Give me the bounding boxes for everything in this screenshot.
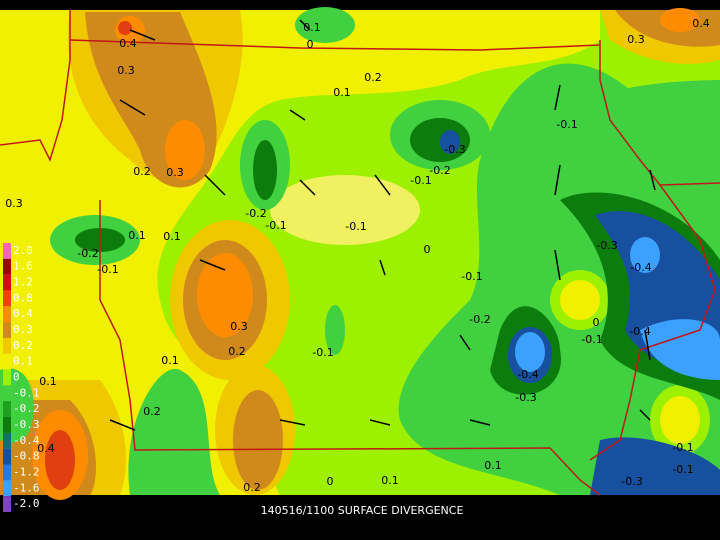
contour-label: 0.3 (166, 166, 184, 179)
contour-label: -0.1 (410, 174, 431, 187)
contour-label: -0.3 (515, 391, 536, 404)
colorbar-swatch (3, 401, 11, 418)
contour-label: 0.2 (228, 345, 246, 358)
colorbar-swatch (3, 243, 11, 259)
colorbar-label: -0.2 (13, 402, 40, 415)
contour-label: 0.2 (243, 481, 261, 494)
colorbar-swatch (3, 337, 11, 354)
colorbar-label: 0.2 (13, 339, 33, 352)
contour-label: -0.2 (429, 164, 450, 177)
contour-label: -0.1 (672, 463, 693, 476)
contour-label: -0.4 (629, 325, 650, 338)
contour-label: -0.3 (621, 475, 642, 488)
colorbar-label: 1.2 (13, 276, 33, 289)
contour-label: 0.1 (163, 230, 181, 243)
contour-label: -0.4 (517, 368, 538, 381)
contour-label: 0.1 (333, 86, 351, 99)
contour-label: 0 (593, 316, 600, 329)
colorbar-label: 2.0 (13, 244, 33, 257)
contour-label: -0.1 (97, 263, 118, 276)
colorbar-label: 0 (13, 371, 20, 384)
colorbar-swatch (3, 306, 11, 323)
contour-label: 0.3 (5, 197, 23, 210)
colorbar-swatch (3, 496, 11, 512)
contour-label: -0.2 (469, 313, 490, 326)
contour-label: -0.1 (672, 441, 693, 454)
colorbar-swatch (3, 290, 11, 307)
map-field (0, 7, 720, 500)
contour-label: 0.4 (692, 17, 710, 30)
contour-label: 0 (307, 38, 314, 51)
colorbar-swatch (3, 432, 11, 449)
contour-label: 0.2 (364, 71, 382, 84)
colorbar-label: 0.4 (13, 307, 33, 320)
contour-label: 0.3 (117, 64, 135, 77)
colorbar-swatch (3, 369, 11, 386)
contour-label: 0.4 (37, 442, 55, 455)
state-borders (0, 10, 720, 496)
contour-label: 0 (424, 243, 431, 256)
colorbar-label: -0.4 (13, 434, 40, 447)
colorbar-swatch (3, 385, 11, 402)
colorbar-label: -0.8 (13, 450, 40, 463)
colorbar-swatch (3, 322, 11, 338)
contour-label: -0.3 (444, 143, 465, 156)
colorbar-label: -0.3 (13, 418, 40, 431)
colorbar-label: -1.6 (13, 481, 40, 494)
contour-label: 0.4 (119, 37, 137, 50)
colorbar-swatch (3, 353, 11, 370)
colorbar-label: 0.1 (13, 355, 33, 368)
contour-label: 0.1 (484, 459, 502, 472)
colorbar-swatch (3, 258, 11, 275)
colorbar-label: 1.6 (13, 260, 33, 273)
colorbar-swatch (3, 464, 11, 481)
contour-label: 0.1 (303, 21, 321, 34)
colorbar-swatch (3, 417, 11, 433)
colorbar: 2.0 1.6 1.2 0.8 0.4 0.3 0.2 0.1 0 -0.1 -0.2 -0.3 -0.… (3, 243, 40, 512)
map-title: 140516/1100 SURFACE DIVERGENCE (261, 504, 464, 517)
contour-label: 0.1 (39, 375, 57, 388)
colorbar-swatch (3, 480, 11, 497)
colorbar-label: 0.3 (13, 323, 33, 336)
contour-label: -0.2 (245, 207, 266, 220)
contour-labels: 0.40.30.30.20.20.10.1-0.100.1-0.3-0.2-0.… (5, 17, 710, 494)
contour-label: 0.1 (128, 229, 146, 242)
colorbar-label: 0.8 (13, 291, 33, 304)
contour-label: -0.3 (596, 239, 617, 252)
colorbar-swatch (3, 448, 11, 465)
colorbar-label: -1.2 (13, 465, 40, 478)
contour-label: 0.2 (133, 165, 151, 178)
contour-label: -0.1 (556, 118, 577, 131)
contour-label: -0.2 (77, 247, 98, 260)
contour-label: -0.1 (461, 270, 482, 283)
contour-label: 0.3 (627, 33, 645, 46)
colorbar-label: -2.0 (13, 497, 40, 510)
contour-label: -0.1 (581, 333, 602, 346)
contour-label: -0.1 (312, 346, 333, 359)
contour-label: 0.2 (143, 405, 161, 418)
wind-barbs (109, 19, 656, 431)
contour-label: -0.1 (345, 220, 366, 233)
contour-label: -0.4 (630, 261, 651, 274)
colorbar-swatch (3, 274, 11, 291)
contour-label: 0.1 (161, 354, 179, 367)
contour-label: -0.1 (265, 219, 286, 232)
contour-label: 0 (327, 475, 334, 488)
contour-label: 0.1 (381, 474, 399, 487)
contour-label: 0.3 (230, 320, 248, 333)
colorbar-label: -0.1 (13, 386, 40, 399)
